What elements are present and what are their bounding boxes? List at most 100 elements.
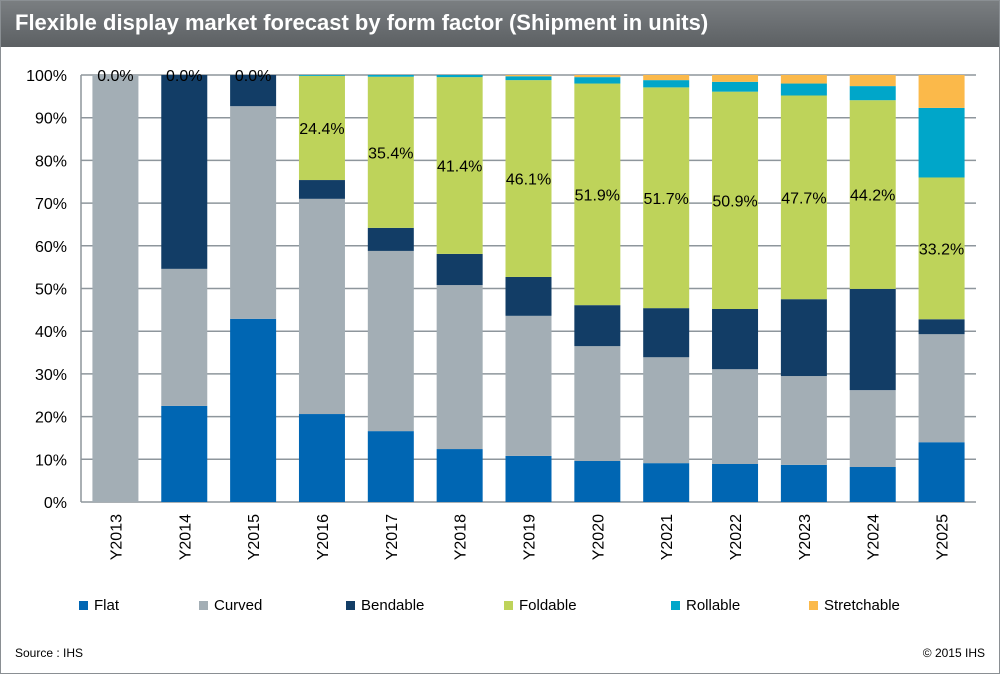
data-label: 33.2% [919, 241, 964, 258]
x-tick-label: Y2024 [866, 514, 883, 560]
bar-segment-foldable [780, 95, 827, 300]
bar-segment-flat [780, 464, 827, 502]
bar-segment-rollable [574, 77, 621, 84]
bar-segment-flat [436, 449, 483, 502]
y-tick-label: 0% [44, 495, 67, 512]
data-label: 44.2% [850, 188, 895, 205]
bar-segment-stretchable [574, 75, 621, 78]
bar-segment-rollable [712, 81, 759, 92]
legend-item-bendable: Bendable [346, 597, 424, 614]
legend-label: Curved [214, 597, 263, 614]
bar-segment-rollable [436, 75, 483, 78]
x-tick-label: Y2016 [315, 514, 332, 560]
bar-segment-curved [298, 198, 345, 415]
legend-label: Flat [94, 597, 120, 614]
bar-segment-rollable [298, 75, 345, 76]
bar-segment-curved [367, 250, 414, 432]
x-tick-label: Y2021 [659, 514, 676, 560]
y-tick-label: 30% [35, 367, 67, 384]
data-label: 0.0% [235, 68, 271, 85]
bar-segment-curved [849, 390, 896, 467]
y-tick-label: 70% [35, 196, 67, 213]
legend-label: Bendable [361, 597, 425, 614]
bar-segment-bendable [230, 75, 277, 107]
bar-segment-flat [161, 405, 208, 502]
bar-segment-flat [849, 466, 896, 502]
data-label: 47.7% [781, 190, 826, 207]
legend-swatch [671, 601, 680, 610]
bar-segment-foldable [849, 100, 896, 289]
legend-swatch [809, 601, 818, 610]
x-tick-label: Y2022 [728, 514, 745, 560]
legend-swatch [346, 601, 355, 610]
bar-segment-foldable [436, 77, 483, 254]
bar-segment-curved [230, 106, 277, 319]
bar-segment-foldable [643, 87, 690, 309]
x-tick-label: Y2015 [246, 514, 263, 560]
bar-segment-rollable [780, 83, 827, 96]
bar-segment-foldable [298, 75, 345, 181]
bar-segment-bendable [298, 180, 345, 199]
bar-segment-stretchable [849, 75, 896, 87]
y-tick-label: 40% [35, 324, 67, 341]
bar-segment-bendable [712, 308, 759, 370]
bar-segment-bendable [574, 305, 621, 347]
y-tick-label: 10% [35, 452, 67, 469]
bar-segment-curved [712, 369, 759, 464]
legend-label: Rollable [686, 597, 741, 614]
bar-segment-stretchable [712, 75, 759, 82]
bar-segment-flat [918, 442, 965, 502]
bar-segment-bendable [849, 288, 896, 391]
bar-segment-bendable [367, 227, 414, 251]
bar-segment-bendable [161, 75, 208, 269]
x-tick-label: Y2013 [108, 514, 125, 560]
bar-segment-curved [92, 75, 139, 502]
bar-segment-stretchable [918, 75, 965, 108]
bar-segment-flat [574, 461, 621, 502]
data-label: 46.1% [506, 172, 551, 189]
x-tick-label: Y2019 [522, 514, 539, 560]
y-tick-label: 90% [35, 111, 67, 128]
legend-item-foldable: Foldable [504, 597, 577, 614]
legend-item-stretchable: Stretchable [809, 597, 900, 614]
data-label: 50.9% [712, 193, 757, 210]
legend-swatch [199, 601, 208, 610]
bar-segment-stretchable [643, 75, 690, 81]
y-tick-label: 50% [35, 282, 67, 299]
bar-segment-rollable [367, 75, 414, 77]
y-tick-label: 80% [35, 153, 67, 170]
bar-segment-curved [918, 334, 965, 443]
bar-segment-rollable [505, 76, 552, 81]
bar-segment-flat [298, 414, 345, 502]
bar-segment-flat [712, 463, 759, 502]
bar-segment-curved [643, 357, 690, 464]
bar-segment-stretchable [505, 75, 552, 77]
x-tick-label: Y2023 [797, 514, 814, 560]
bar-segment-rollable [918, 107, 965, 178]
x-tick-label: Y2017 [384, 514, 401, 560]
bar-segment-foldable [712, 91, 759, 309]
bar-segment-rollable [849, 86, 896, 101]
legend-swatch [79, 601, 88, 610]
bar-segment-bendable [643, 308, 690, 358]
legend: Flat Curved Bendable Foldable Rollable Stretc… [1, 597, 999, 617]
y-tick-label: 20% [35, 410, 67, 427]
x-tick-label: Y2020 [590, 514, 607, 560]
bar-segment-flat [505, 455, 552, 502]
x-tick-label: Y2014 [177, 514, 194, 560]
bar-segment-bendable [918, 319, 965, 335]
bar-segment-curved [505, 315, 552, 456]
bar-segment-foldable [918, 177, 965, 320]
bar-segment-rollable [643, 80, 690, 88]
copyright-note: © 2015 IHS [922, 646, 985, 660]
data-label: 0.0% [166, 68, 202, 85]
bar-segment-curved [161, 268, 208, 406]
legend-item-rollable: Rollable [671, 597, 740, 614]
bar-segment-curved [436, 285, 483, 450]
bar-segment-flat [230, 318, 277, 502]
bar-segment-flat [367, 431, 414, 502]
x-tick-label: Y2018 [453, 514, 470, 560]
bar-segment-flat [643, 463, 690, 502]
bar-segment-stretchable [780, 75, 827, 84]
stacked-bar-chart: 0% 10% 20% 30% 40% 50% 60% 70% 80% 90% 100% 0.0% Y20… [26, 68, 976, 560]
